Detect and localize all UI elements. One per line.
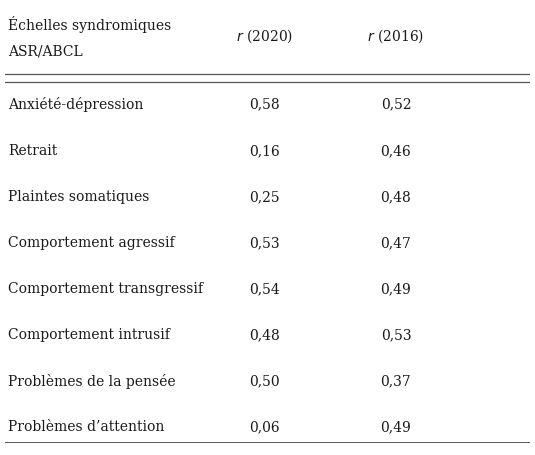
Text: Anxiété-dépression: Anxiété-dépression (8, 97, 143, 112)
Text: Comportement transgressif: Comportement transgressif (8, 282, 203, 296)
Text: Retrait: Retrait (8, 144, 57, 158)
Text: 0,47: 0,47 (380, 236, 411, 250)
Text: $r$ (2020): $r$ (2020) (236, 27, 293, 45)
Text: ASR/ABCL: ASR/ABCL (8, 45, 83, 58)
Text: Plaintes somatiques: Plaintes somatiques (8, 190, 149, 204)
Text: Comportement agressif: Comportement agressif (8, 236, 174, 250)
Text: 0,58: 0,58 (249, 98, 280, 112)
Text: Problèmes de la pensée: Problèmes de la pensée (8, 374, 175, 389)
Text: 0,50: 0,50 (249, 374, 280, 388)
Text: 0,16: 0,16 (249, 144, 280, 158)
Text: 0,25: 0,25 (249, 190, 280, 204)
Text: 0,37: 0,37 (380, 374, 411, 388)
Text: 0,49: 0,49 (380, 282, 411, 296)
Text: 0,48: 0,48 (249, 328, 280, 342)
Text: Échelles syndromiques: Échelles syndromiques (8, 16, 171, 33)
Text: Comportement intrusif: Comportement intrusif (8, 328, 170, 342)
Text: 0,48: 0,48 (380, 190, 411, 204)
Text: 0,53: 0,53 (380, 328, 411, 342)
Text: 0,49: 0,49 (380, 420, 411, 435)
Text: 0,06: 0,06 (249, 420, 280, 435)
Text: Problèmes d’attention: Problèmes d’attention (8, 420, 164, 435)
Text: 0,53: 0,53 (249, 236, 280, 250)
Text: $r$ (2016): $r$ (2016) (368, 27, 424, 45)
Text: 0,46: 0,46 (380, 144, 411, 158)
Text: 0,52: 0,52 (380, 98, 411, 112)
Text: 0,54: 0,54 (249, 282, 280, 296)
